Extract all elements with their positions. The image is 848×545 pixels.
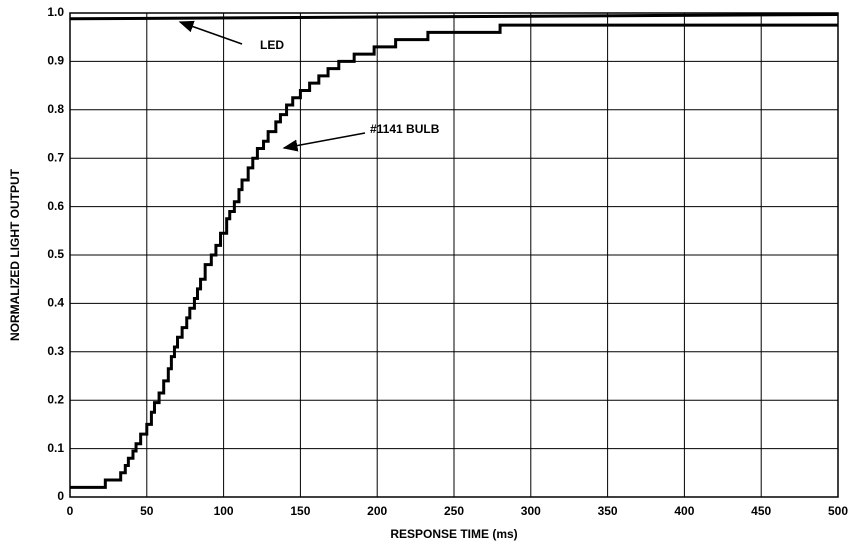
x-tick-label: 250: [444, 504, 464, 518]
y-axis-label: NORMALIZED LIGHT OUTPUT: [8, 168, 22, 341]
y-tick-label: 0.1: [47, 441, 64, 455]
data-line: [69, 12, 839, 21]
y-tick-label: 0.9: [47, 54, 64, 68]
y-tick-label: 0.8: [47, 102, 64, 116]
y-tick-label: 0.7: [47, 150, 64, 164]
x-tick-label: 300: [521, 504, 541, 518]
x-tick-label: 0: [67, 504, 74, 518]
annotation: #1141 BULB: [370, 122, 440, 136]
x-tick-label: 100: [214, 504, 234, 518]
x-tick-label: 50: [140, 504, 154, 518]
x-axis-label: RESPONSE TIME (ms): [390, 527, 517, 541]
annotation-arrow: [282, 132, 366, 152]
x-tick-label: 450: [751, 504, 771, 518]
x-tick-label: 500: [828, 504, 848, 518]
y-tick-label: 1.0: [47, 5, 64, 19]
x-tick-label: 350: [598, 504, 618, 518]
annotation-arrow: [178, 20, 243, 45]
y-tick-label: 0: [57, 489, 64, 503]
y-tick-label: 0.6: [47, 199, 64, 213]
annotation: LED: [260, 38, 284, 52]
plot-border: [69, 12, 839, 498]
x-tick-label: 200: [367, 504, 387, 518]
data-line: [70, 23, 838, 489]
y-tick-label: 0.5: [47, 247, 64, 261]
y-tick-label: 0.3: [47, 344, 64, 358]
y-tick-label: 0.4: [47, 296, 64, 310]
y-tick-label: 0.2: [47, 392, 64, 406]
x-tick-label: 150: [290, 504, 310, 518]
x-tick-label: 400: [674, 504, 694, 518]
